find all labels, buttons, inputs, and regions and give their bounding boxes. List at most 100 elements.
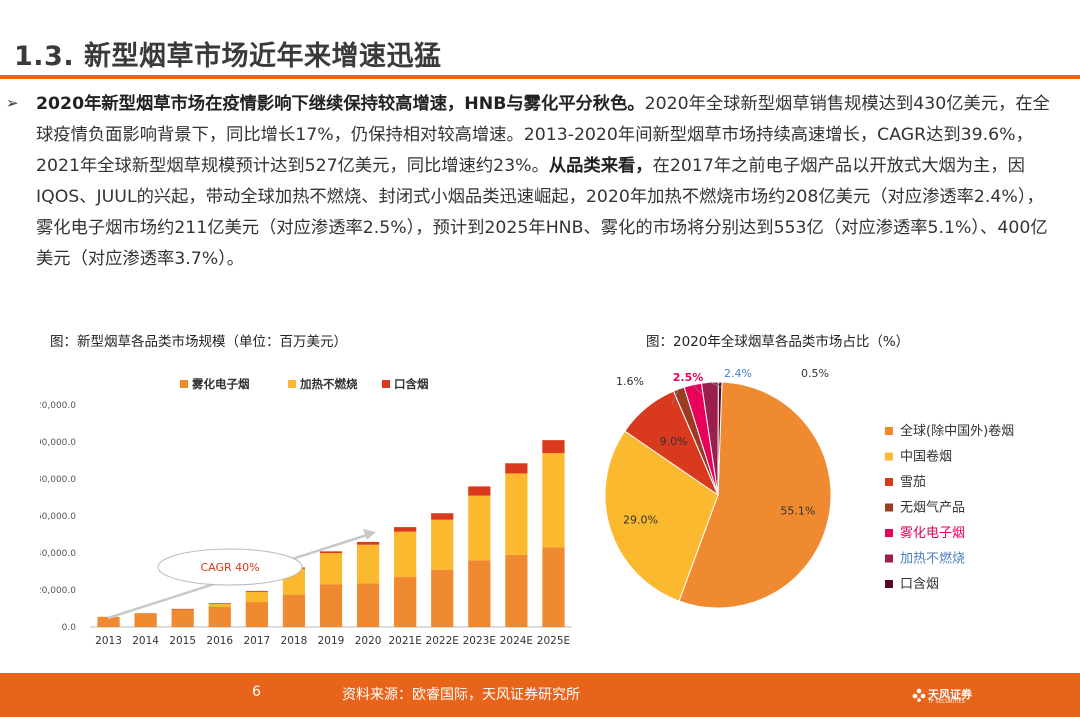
pie-legend-label: 中国卷烟 [900,449,952,465]
bar-segment [505,554,528,627]
page-title: 1.3. 新型烟草市场近年来增速迅猛 [14,41,442,72]
bar-chart-caption: 图：新型烟草各品类市场规模（单位：百万美元） [50,334,347,350]
cagr-arrowhead-icon [363,529,376,540]
pie-data-label: 0.5% [801,367,829,380]
bar-segment [431,569,454,627]
pie-legend-label: 雾化电子烟 [900,526,965,541]
pie-legend-label: 全球(除中国外)卷烟 [900,423,1014,439]
bar-segment [356,541,380,545]
bar-segment [319,553,343,585]
legend-label: 雾化电子烟 [191,377,250,391]
bullet-arrow-icon: ➢ [6,94,19,112]
pie-legend-swatch [885,503,893,512]
x-tick-label: 2013 [95,635,122,647]
x-tick-label: 2020 [355,635,382,647]
legend-label: 加热不燃烧 [299,377,358,391]
x-tick-label: 2019 [318,635,345,647]
x-tick-label: 2021E [388,635,421,647]
x-tick-label: 2015 [169,635,196,647]
bar-segment [431,513,454,520]
pie-legend-label: 雪茄 [900,475,926,490]
pie-slice [717,381,723,496]
bar-segment [171,609,194,627]
bar-segment [468,486,491,496]
bar-segment [282,594,306,627]
bar-segment [505,473,528,555]
x-tick-label: 2018 [281,635,308,647]
bar-segment [542,547,565,627]
bar-segment [505,463,528,474]
pie-legend-swatch [885,554,893,563]
logo-text: 天风证券 [928,688,972,701]
pie-legend-swatch [885,580,893,588]
bar-chart: 雾化电子烟 加热不燃烧 口含烟 0.0 20,000.0 40,000.0 60,000.0… [40,377,572,647]
bar-segment [394,527,417,532]
pie-data-label: 29.0% [623,514,658,527]
bar-segment [319,551,343,553]
bar-segment [394,577,417,627]
body-text-1: 2020年全球新型烟草销售规模达到430亿美元，在全球疫情负面影响背景下，同比增… [36,94,1050,176]
bar-segment [208,603,231,607]
pie-legend-label: 口含烟 [900,576,939,592]
x-tick-label: 2024E [500,635,533,647]
y-tick-label: 80,000.0 [40,475,76,485]
bar-segment [542,440,565,454]
x-tick-label: 2014 [132,635,159,647]
bar-segment [431,519,454,570]
y-tick-label: 40,000.0 [40,549,76,559]
y-tick-label: 0.0 [62,623,77,633]
y-tick-label: 20,000.0 [40,586,76,596]
pie-slice [604,430,719,602]
pie-data-label: 1.6% [616,375,644,388]
bar-segment [171,608,194,610]
bar-segment [394,531,417,578]
bar-segment [97,616,120,627]
bar-segment [134,613,157,627]
cagr-badge [157,548,303,586]
pie-legend-swatch [885,427,893,435]
pie-leader-line [717,381,721,386]
pie-data-label: 9.0% [660,435,688,448]
pie-legend-swatch [885,478,893,486]
y-tick-label: 120,000.0 [40,401,76,411]
pie-chart: 55.1% 29.0% 9.0% 1.6% 2.5% 2.4% 0.5% 全球(除中国外)卷烟… [604,367,1014,609]
bar-segment [468,560,491,627]
x-tick-label: 2016 [206,635,233,647]
title-divider [0,75,1080,79]
mid-bold-text: 从品类来看， [548,156,653,176]
bar-segment [245,591,268,603]
body-paragraph: 2020年新型烟草市场在疫情影响下继续保持较高增速，HNB与雾化平分秋色。202… [36,89,1061,275]
pie-leader-line [671,388,680,405]
bar-segment [208,606,231,627]
pie-leader-line [709,381,722,388]
footer-bar [0,673,1080,717]
x-tick-label: 2025E [537,635,570,647]
bar-segment [356,544,380,584]
legend-swatch [180,380,188,388]
pie-legend-swatch [885,529,893,537]
cagr-label: CAGR 40% [200,561,259,574]
bar-segment [356,583,380,627]
pie-data-label: 2.5% [673,371,704,384]
body-text-2: 在2017年之前电子烟产品以开放式大烟为主，因IQOS、JUUL的兴起，带动全球… [36,156,1048,269]
company-logo: 天风证券 TF SECURITIES [912,686,972,710]
pie-legend-label: 加热不燃烧 [900,551,965,567]
pie-leader-line [692,384,702,394]
x-tick-label: 2017 [243,635,270,647]
bar-segment [542,453,565,548]
legend-label: 口含烟 [394,377,429,391]
bar-segment [245,602,268,627]
pie-chart-caption: 图：2020年全球烟草各品类市场占比（%） [646,334,910,350]
bar-segment [208,603,231,604]
logo-subtext: TF SECURITIES [928,699,965,705]
lead-bold-text: 2020年新型烟草市场在疫情影响下继续保持较高增速，HNB与雾化平分秋色。 [36,94,645,114]
x-tick-label: 2023E [463,635,496,647]
pie-slice [678,381,832,609]
logo-mark-icon [912,688,926,702]
source-note: 资料来源：欧睿国际，天风证券研究所 [342,687,580,703]
y-tick-label: 60,000.0 [40,512,76,522]
legend-swatch [288,380,296,388]
bar-segment [468,495,491,561]
pie-data-label: 55.1% [780,505,815,518]
pie-legend-label: 无烟气产品 [900,500,965,516]
